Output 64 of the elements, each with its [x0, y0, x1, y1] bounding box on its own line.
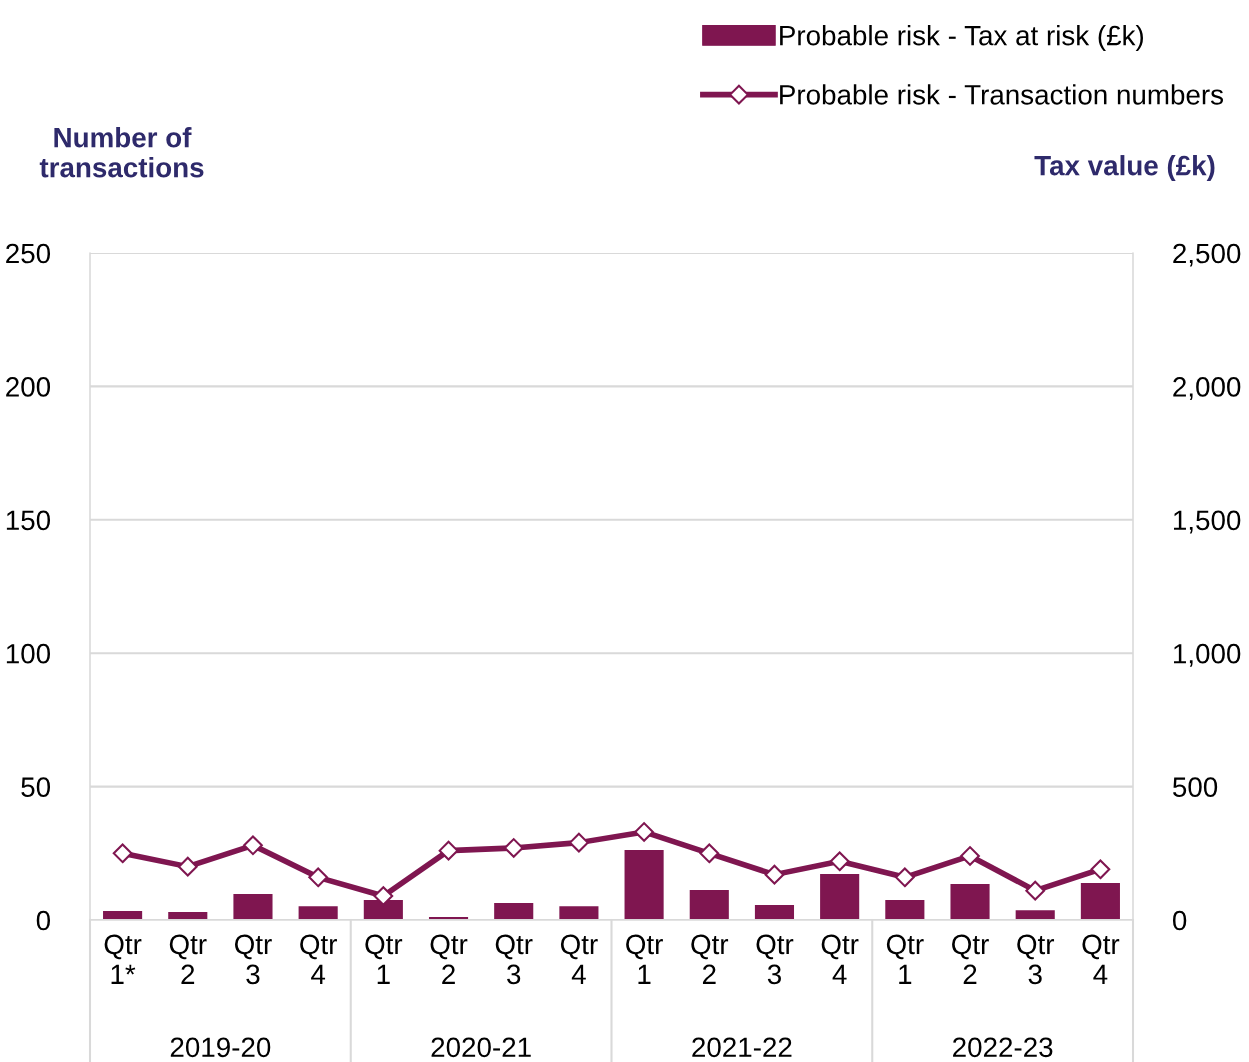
bar	[885, 899, 925, 920]
legend-label: Probable risk - Tax at risk (£k)	[780, 25, 1143, 51]
point	[894, 867, 915, 888]
x-tick-label: Qtr 2	[430, 934, 468, 984]
point	[243, 835, 263, 856]
point	[438, 840, 459, 861]
text: 2020-21	[431, 1037, 531, 1058]
point	[960, 846, 980, 866]
x-tick-label: Qtr 1	[365, 934, 403, 984]
bar	[950, 883, 990, 920]
text: 2019-20	[170, 1037, 271, 1058]
x-tick-label: Qtr 3	[235, 934, 272, 985]
x-tick-label: Qtr 4	[560, 934, 598, 984]
bar	[559, 906, 599, 920]
point	[634, 822, 654, 842]
x-tick-label: Qtr 2	[169, 934, 207, 984]
bar	[494, 902, 534, 920]
y-tick-label: 200	[6, 377, 51, 397]
x-tick-label: Qtr 2	[952, 934, 989, 984]
y2-tick-label: 1,500	[1174, 510, 1241, 534]
x-tick-label: Qtr 1*	[104, 934, 142, 984]
point	[569, 832, 589, 853]
point	[764, 864, 785, 885]
y-tick-label: 50	[21, 777, 51, 797]
legend-label: Probable risk - Transaction numbers	[780, 84, 1224, 105]
x-tick-label: Qtr 1	[626, 934, 663, 984]
bar	[624, 850, 664, 920]
bar	[754, 905, 795, 920]
x-tick-label: Qtr 4	[821, 934, 859, 984]
bar	[820, 874, 860, 920]
text: 2022-23	[953, 1037, 1053, 1058]
bar	[689, 890, 729, 920]
point	[308, 867, 329, 888]
point	[503, 838, 524, 858]
point	[112, 843, 133, 864]
y2-tick-label: 2,000	[1173, 377, 1241, 401]
x-tick-label: Qtr 3	[756, 934, 794, 985]
y-axis-title: Number of transactions	[39, 127, 204, 178]
y-tick-label: 150	[6, 510, 51, 531]
bar	[1015, 910, 1055, 920]
x-tick-label: Qtr 2	[691, 934, 729, 984]
x-tick-label: Qtr 1	[886, 934, 924, 984]
point	[699, 843, 720, 864]
x-tick-label: Qtr 4	[1082, 934, 1120, 984]
y-tick-label: 250	[6, 243, 51, 264]
x-tick-label: Qtr 3	[495, 934, 533, 985]
point	[829, 851, 850, 872]
y-tick-label: 0	[36, 910, 51, 931]
y2-tick-label: 1,000	[1174, 643, 1241, 667]
point	[177, 856, 198, 877]
point	[373, 886, 394, 906]
y-tick-label: 100	[6, 643, 51, 664]
y2-axis-title: Tax value (£k)	[1034, 155, 1215, 181]
point	[1025, 880, 1046, 901]
y2-tick-label: 0	[1172, 910, 1187, 931]
x-tick-label: Qtr 4	[300, 934, 337, 984]
bar	[233, 894, 273, 920]
y2-tick-label: 2,500	[1173, 243, 1241, 267]
bar	[1080, 882, 1120, 920]
x-tick-label: Qtr 3	[1017, 934, 1055, 985]
text: 2021-22	[692, 1037, 792, 1058]
bar	[298, 906, 338, 920]
point	[1090, 859, 1111, 880]
y2-tick-label: 500	[1173, 777, 1218, 797]
